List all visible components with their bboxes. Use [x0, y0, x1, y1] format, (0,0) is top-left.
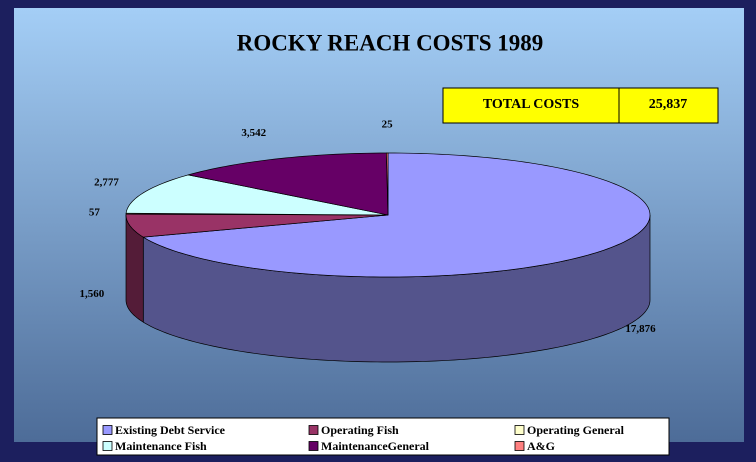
total-value: 25,837: [649, 97, 688, 112]
slice-top: [125, 174, 389, 216]
total-label: TOTAL COSTS: [483, 97, 580, 112]
data-label: 57: [89, 207, 101, 219]
legend-label: Existing Debt Service: [115, 423, 226, 437]
total-table: TOTAL COSTS 25,837: [442, 87, 719, 124]
pie-slice: [386, 152, 389, 216]
data-label: 25: [382, 119, 394, 131]
data-label: 17,876: [625, 323, 656, 335]
slice-top: [142, 152, 651, 278]
data-label: 3,542: [241, 127, 266, 139]
pie-slice: [188, 152, 389, 216]
legend-label: Operating Fish: [321, 423, 399, 437]
total-value-cell: [618, 87, 719, 124]
slice-top: [386, 152, 389, 216]
pie-slice: [142, 152, 651, 363]
legend-swatch: [308, 425, 319, 435]
data-label: 1,560: [79, 288, 104, 300]
legend-swatch: [514, 425, 525, 435]
legend-swatch: [308, 441, 319, 451]
total-label-cell: [442, 87, 620, 124]
legend-label: A&G: [527, 439, 555, 453]
legend-label: Operating General: [527, 423, 625, 437]
pie-slice: [125, 213, 389, 323]
legend-swatch: [514, 441, 525, 451]
legend-swatch: [102, 441, 113, 451]
chart-title: ROCKY REACH COSTS 1989: [237, 30, 544, 55]
slice-top: [188, 152, 389, 216]
legend-box: [96, 417, 670, 456]
legend-label: MaintenanceGeneral: [321, 439, 430, 453]
legend-label: Maintenance Fish: [115, 439, 207, 453]
data-label: 2,777: [94, 176, 119, 188]
slice-top: [125, 213, 389, 238]
legend-swatch: [102, 425, 113, 435]
pie-slice: [125, 174, 389, 216]
